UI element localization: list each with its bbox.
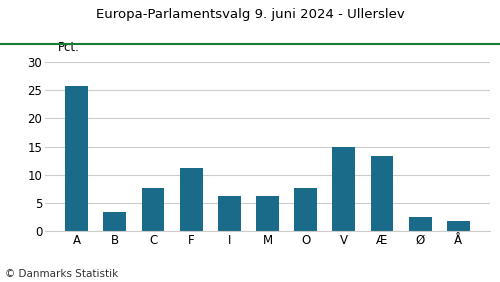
Text: Europa-Parlamentsvalg 9. juni 2024 - Ullerslev: Europa-Parlamentsvalg 9. juni 2024 - Ull… bbox=[96, 8, 405, 21]
Bar bbox=[218, 196, 241, 231]
Bar bbox=[332, 147, 355, 231]
Bar bbox=[104, 212, 126, 231]
Bar bbox=[447, 221, 470, 231]
Bar bbox=[142, 188, 165, 231]
Bar bbox=[370, 156, 394, 231]
Text: Pct.: Pct. bbox=[58, 41, 80, 54]
Bar bbox=[256, 196, 279, 231]
Bar bbox=[408, 217, 432, 231]
Bar bbox=[65, 86, 88, 231]
Text: © Danmarks Statistik: © Danmarks Statistik bbox=[5, 269, 118, 279]
Bar bbox=[294, 188, 317, 231]
Bar bbox=[180, 168, 203, 231]
